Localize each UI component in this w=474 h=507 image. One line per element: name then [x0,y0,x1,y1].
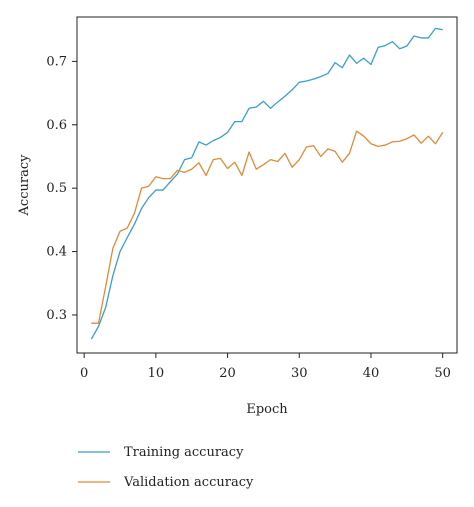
y-tick-label: 0.4 [46,245,67,260]
legend-label-training: Training accuracy [124,445,244,460]
x-tick-label: 50 [434,366,451,381]
x-tick-label: 30 [291,366,308,381]
x-tick-label: 0 [80,366,88,381]
y-tick-label: 0.6 [46,118,67,133]
x-axis-ticks: 0 10 20 30 40 50 [80,353,451,381]
y-axis-ticks: 0.3 0.4 0.5 0.6 0.7 [46,54,77,323]
y-tick-label: 0.7 [46,54,67,69]
y-tick-label: 0.3 [46,308,67,323]
x-tick-label: 40 [363,366,380,381]
y-tick-label: 0.5 [46,181,67,196]
series-line-0 [90,27,443,340]
x-axis-label: Epoch [246,402,288,417]
legend: Training accuracy Validation accuracy [78,445,254,490]
plot-frame [76,16,458,354]
y-axis-label: Accuracy [17,154,32,217]
series-line-1 [91,130,444,324]
x-tick-label: 10 [148,366,165,381]
series-layer [90,27,444,340]
x-tick-label: 20 [219,366,236,381]
legend-label-validation: Validation accuracy [123,475,254,490]
